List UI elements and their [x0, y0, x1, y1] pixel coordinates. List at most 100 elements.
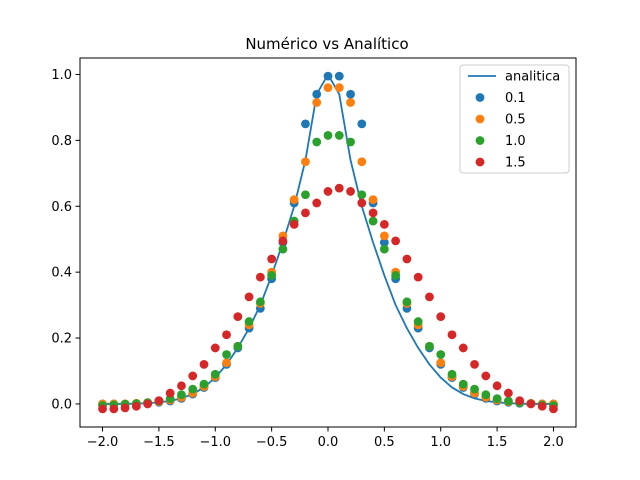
data-point: [278, 244, 288, 254]
data-point: [447, 369, 457, 379]
x-tick-label: −1.5: [143, 435, 175, 450]
data-point: [368, 195, 378, 205]
data-point: [312, 98, 322, 107]
data-point: [492, 394, 502, 404]
data-point: [312, 137, 322, 147]
data-point: [391, 271, 401, 280]
data-point: [357, 119, 367, 129]
data-point: [334, 131, 344, 140]
data-point: [177, 381, 186, 391]
data-point: [312, 89, 322, 99]
data-point: [289, 195, 299, 205]
legend-label: 0.5: [505, 113, 526, 128]
data-point: [278, 236, 288, 246]
data-point: [323, 71, 333, 81]
data-point: [537, 401, 547, 411]
data-point: [143, 399, 153, 409]
data-point: [346, 137, 355, 147]
x-tick-label: 0.5: [374, 435, 395, 450]
data-point: [357, 157, 367, 167]
data-point: [177, 390, 186, 400]
x-tick-label: 1.0: [430, 435, 451, 450]
data-point: [199, 360, 209, 369]
data-point: [323, 83, 333, 93]
data-point: [233, 341, 243, 351]
x-tick-label: 2.0: [543, 435, 564, 450]
data-point: [549, 404, 558, 414]
data-point: [357, 198, 367, 208]
data-point: [222, 358, 231, 368]
data-point: [289, 219, 299, 229]
data-point: [458, 379, 468, 389]
data-point: [120, 403, 130, 413]
y-tick-label: 0.6: [51, 200, 72, 215]
legend-label: 1.5: [505, 156, 526, 171]
data-point: [526, 399, 536, 409]
data-point: [481, 371, 491, 381]
data-point: [267, 271, 277, 280]
data-point: [402, 297, 412, 307]
data-point: [379, 244, 389, 254]
data-point: [368, 216, 378, 226]
data-point: [515, 396, 525, 406]
data-point: [233, 312, 243, 322]
axes: −2.0 −1.5 −1.0 −0.5 0.0 0.5 1.0 1.5 2.0 0.0 0.2 0.4…: [51, 57, 577, 450]
data-point: [301, 157, 310, 167]
data-point: [334, 71, 344, 81]
data-point: [458, 343, 468, 353]
data-point: [255, 297, 265, 307]
data-point: [346, 98, 355, 107]
data-point: [379, 231, 389, 241]
data-point: [379, 238, 389, 247]
plot-area: [98, 71, 558, 414]
data-point: [470, 384, 479, 394]
x-tick-label: −1.0: [199, 435, 231, 450]
data-point: [154, 396, 164, 406]
data-point: [323, 131, 333, 140]
data-point: [312, 198, 322, 208]
legend-label: 1.0: [505, 134, 526, 149]
legend-box: [459, 64, 570, 174]
data-point: [413, 317, 423, 326]
data-point: [210, 343, 220, 353]
data-point: [425, 341, 434, 351]
x-tick-label: 0.0: [318, 435, 339, 450]
legend-marker: [475, 136, 485, 145]
data-point: [436, 350, 446, 359]
data-point: [244, 292, 254, 302]
data-point: [131, 401, 141, 411]
data-point: [199, 379, 209, 389]
y-tick-label: 0.4: [51, 266, 72, 281]
y-tick-label: 0.0: [51, 397, 72, 412]
x-tick-label: −0.5: [256, 435, 288, 450]
data-point: [346, 187, 355, 196]
legend-marker: [475, 93, 485, 102]
legend-marker: [475, 157, 485, 167]
y-tick-label: 0.2: [51, 332, 72, 347]
y-tick-label: 1.0: [51, 68, 72, 83]
data-point: [244, 317, 254, 326]
y-tick-label: 0.8: [51, 134, 72, 149]
data-point: [98, 404, 107, 414]
data-point: [357, 190, 367, 200]
data-point: [188, 371, 198, 381]
data-point: [222, 330, 231, 340]
legend-label-analitica: analitica: [505, 70, 560, 85]
data-point: [470, 360, 479, 369]
data-point: [402, 254, 412, 264]
chart-title: Numérico vs Analítico: [245, 35, 408, 53]
data-point: [368, 208, 378, 218]
x-tick-label: −2.0: [87, 435, 119, 450]
data-point: [481, 390, 491, 400]
data-point: [301, 190, 310, 200]
data-point: [391, 236, 401, 246]
data-point: [503, 388, 513, 398]
data-point: [165, 388, 175, 398]
data-point: [379, 219, 389, 229]
data-point: [425, 292, 434, 302]
series-1-5: [98, 183, 558, 414]
data-point: [436, 358, 446, 368]
data-point: [188, 384, 198, 394]
data-point: [436, 312, 446, 322]
data-point: [210, 369, 220, 379]
